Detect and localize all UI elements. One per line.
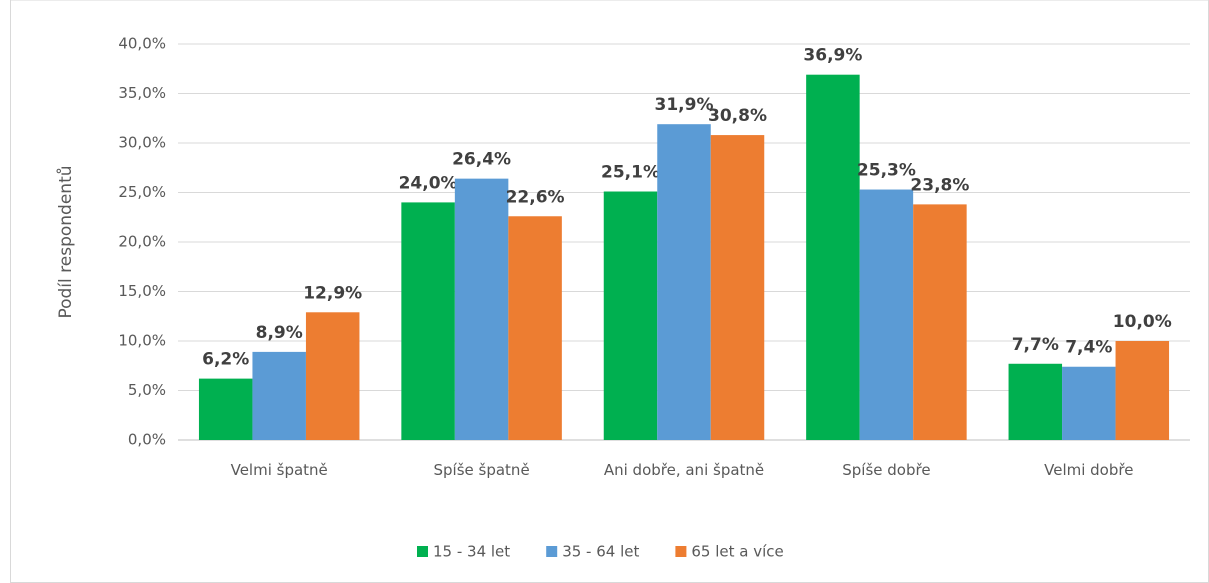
x-tick-label: Velmi dobře bbox=[1044, 461, 1134, 479]
y-tick-label: 5,0% bbox=[128, 381, 166, 399]
bar bbox=[401, 202, 455, 440]
bar bbox=[1062, 366, 1116, 440]
bar bbox=[1115, 341, 1170, 440]
x-tick-label: Spíše špatně bbox=[433, 461, 530, 479]
data-label: 8,9% bbox=[256, 323, 303, 343]
y-tick-label: 30,0% bbox=[118, 134, 166, 152]
data-label: 25,1% bbox=[601, 163, 660, 183]
bar bbox=[859, 189, 914, 440]
x-tick-label: Velmi špatně bbox=[230, 461, 328, 479]
bar bbox=[252, 351, 306, 440]
y-tick-label: 40,0% bbox=[118, 35, 166, 53]
bar bbox=[508, 216, 562, 440]
y-tick-label: 35,0% bbox=[118, 84, 166, 102]
data-label: 7,7% bbox=[1012, 335, 1059, 355]
data-label: 10,0% bbox=[1113, 312, 1172, 332]
bar bbox=[710, 135, 765, 440]
legend-swatch bbox=[546, 546, 558, 557]
bar bbox=[305, 312, 360, 440]
data-label: 12,9% bbox=[303, 283, 362, 303]
data-label: 24,0% bbox=[399, 173, 458, 193]
legend-swatch bbox=[417, 546, 428, 557]
bar bbox=[806, 74, 860, 440]
bar bbox=[198, 378, 253, 440]
y-tick-label: 25,0% bbox=[118, 183, 166, 201]
y-tick-label: 10,0% bbox=[118, 332, 166, 350]
legend-label: 65 let a více bbox=[691, 543, 783, 561]
data-label: 6,2% bbox=[202, 350, 249, 370]
data-label: 36,9% bbox=[803, 46, 862, 66]
legend-label: 35 - 64 let bbox=[562, 543, 639, 561]
y-tick-label: 0,0% bbox=[128, 431, 166, 449]
data-label: 31,9% bbox=[655, 95, 714, 115]
y-axis-label: Podíl respondentů bbox=[56, 165, 76, 318]
bar bbox=[603, 191, 658, 440]
data-label: 25,3% bbox=[857, 161, 916, 181]
data-label: 22,6% bbox=[506, 187, 565, 207]
data-label: 26,4% bbox=[452, 150, 511, 170]
bar bbox=[657, 124, 711, 440]
data-label: 7,4% bbox=[1065, 338, 1112, 358]
legend-label: 15 - 34 let bbox=[433, 543, 510, 561]
y-tick-label: 15,0% bbox=[118, 282, 166, 300]
legend-swatch bbox=[675, 546, 687, 557]
x-tick-label: Spíše dobře bbox=[842, 461, 931, 479]
bar bbox=[1008, 363, 1063, 440]
bar bbox=[454, 178, 509, 440]
data-label: 30,8% bbox=[708, 106, 767, 126]
bar bbox=[913, 204, 967, 440]
x-tick-label: Ani dobře, ani špatně bbox=[603, 461, 765, 479]
data-label: 23,8% bbox=[910, 175, 969, 195]
y-tick-label: 20,0% bbox=[118, 233, 166, 251]
